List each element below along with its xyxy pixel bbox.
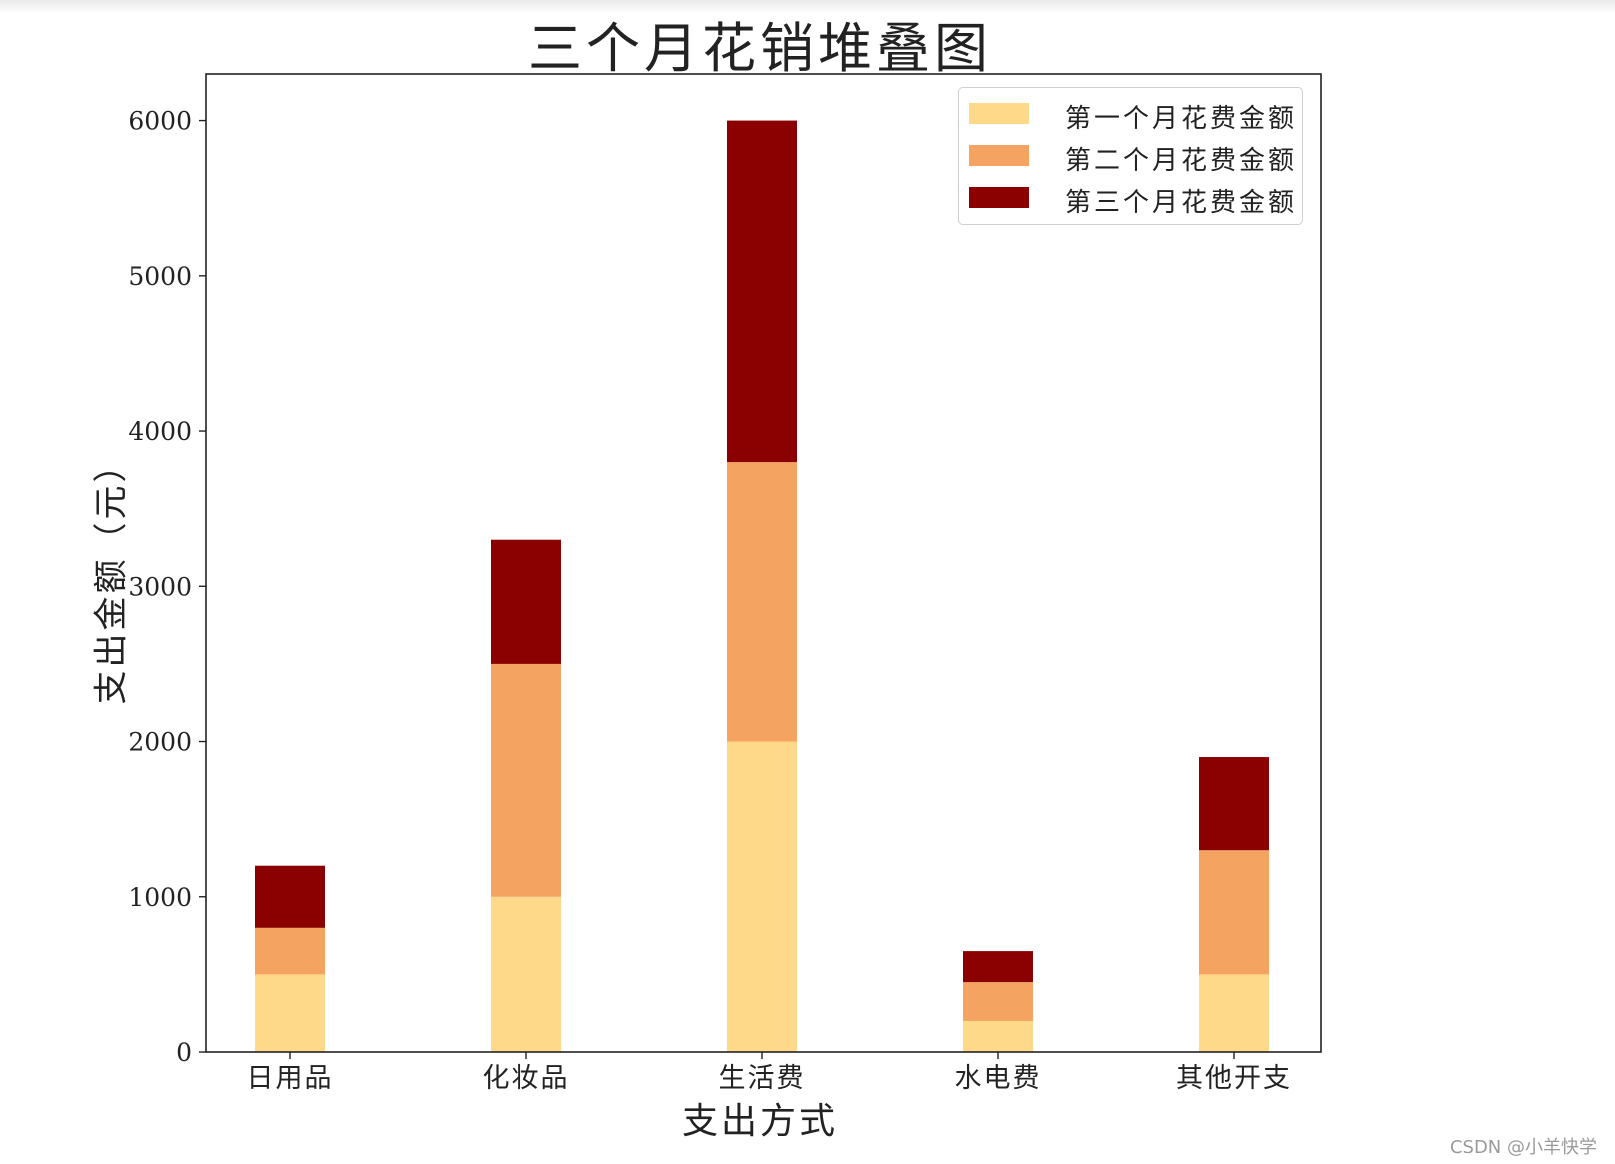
window-top-shade: [0, 0, 1615, 14]
y-tick-label: 2000: [128, 728, 192, 757]
legend-label-month-2: 第二个月花费金额: [1065, 146, 1298, 176]
x-tick-label-化妆品: 化妆品: [483, 1063, 570, 1094]
bar-水电费-month-2: [963, 982, 1033, 1021]
legend-item-month-1: 第一个月花费金额: [969, 98, 1299, 134]
bar-化妆品-month-3: [491, 539, 561, 664]
bar-化妆品-month-1: [491, 896, 561, 1052]
x-tick-label-其他开支: 其他开支: [1176, 1063, 1292, 1094]
x-tick-label-生活费: 生活费: [719, 1063, 806, 1094]
bar-日用品-month-1: [255, 974, 325, 1052]
y-tick-label: 6000: [128, 107, 192, 136]
legend-swatch-month-2: [969, 145, 1029, 166]
bar-水电费-month-1: [963, 1020, 1033, 1052]
legend-swatch-month-3: [969, 187, 1029, 208]
bar-其他开支-month-1: [1199, 974, 1269, 1052]
legend-item-month-3: 第三个月花费金额: [969, 182, 1299, 218]
x-axis-label: 支出方式: [681, 1101, 838, 1142]
x-tick-label-日用品: 日用品: [247, 1063, 334, 1094]
bar-生活费-month-3: [727, 120, 797, 463]
bar-日用品-month-2: [255, 927, 325, 975]
bar-生活费-month-1: [727, 741, 797, 1052]
bar-化妆品-month-2: [491, 663, 561, 897]
legend-label-month-3: 第三个月花费金额: [1065, 188, 1298, 218]
y-tick-label: 5000: [128, 262, 192, 291]
y-tick-label: 0: [176, 1038, 192, 1067]
bar-日用品-month-3: [255, 865, 325, 928]
bar-其他开支-month-2: [1199, 850, 1269, 975]
x-tick-label-水电费: 水电费: [955, 1063, 1042, 1094]
y-tick-label: 3000: [128, 572, 192, 601]
csdn-watermark: CSDN @小羊快学: [1449, 1137, 1597, 1158]
legend-label-month-1: 第一个月花费金额: [1065, 104, 1298, 134]
bar-生活费-month-2: [727, 462, 797, 742]
chart-legend: 第一个月花费金额 第二个月花费金额 第三个月花费金额: [958, 87, 1303, 225]
legend-swatch-month-1: [969, 103, 1029, 124]
plot-frame: [205, 73, 1322, 1053]
chart-title: 三个月花销堆叠图: [528, 17, 992, 80]
y-tick-label: 1000: [128, 883, 192, 912]
y-axis-label: 支出金额（元）: [91, 445, 132, 705]
bar-其他开支-month-3: [1199, 757, 1269, 851]
legend-item-month-2: 第二个月花费金额: [969, 140, 1299, 176]
y-tick-label: 4000: [128, 417, 192, 446]
bar-水电费-month-3: [963, 951, 1033, 983]
